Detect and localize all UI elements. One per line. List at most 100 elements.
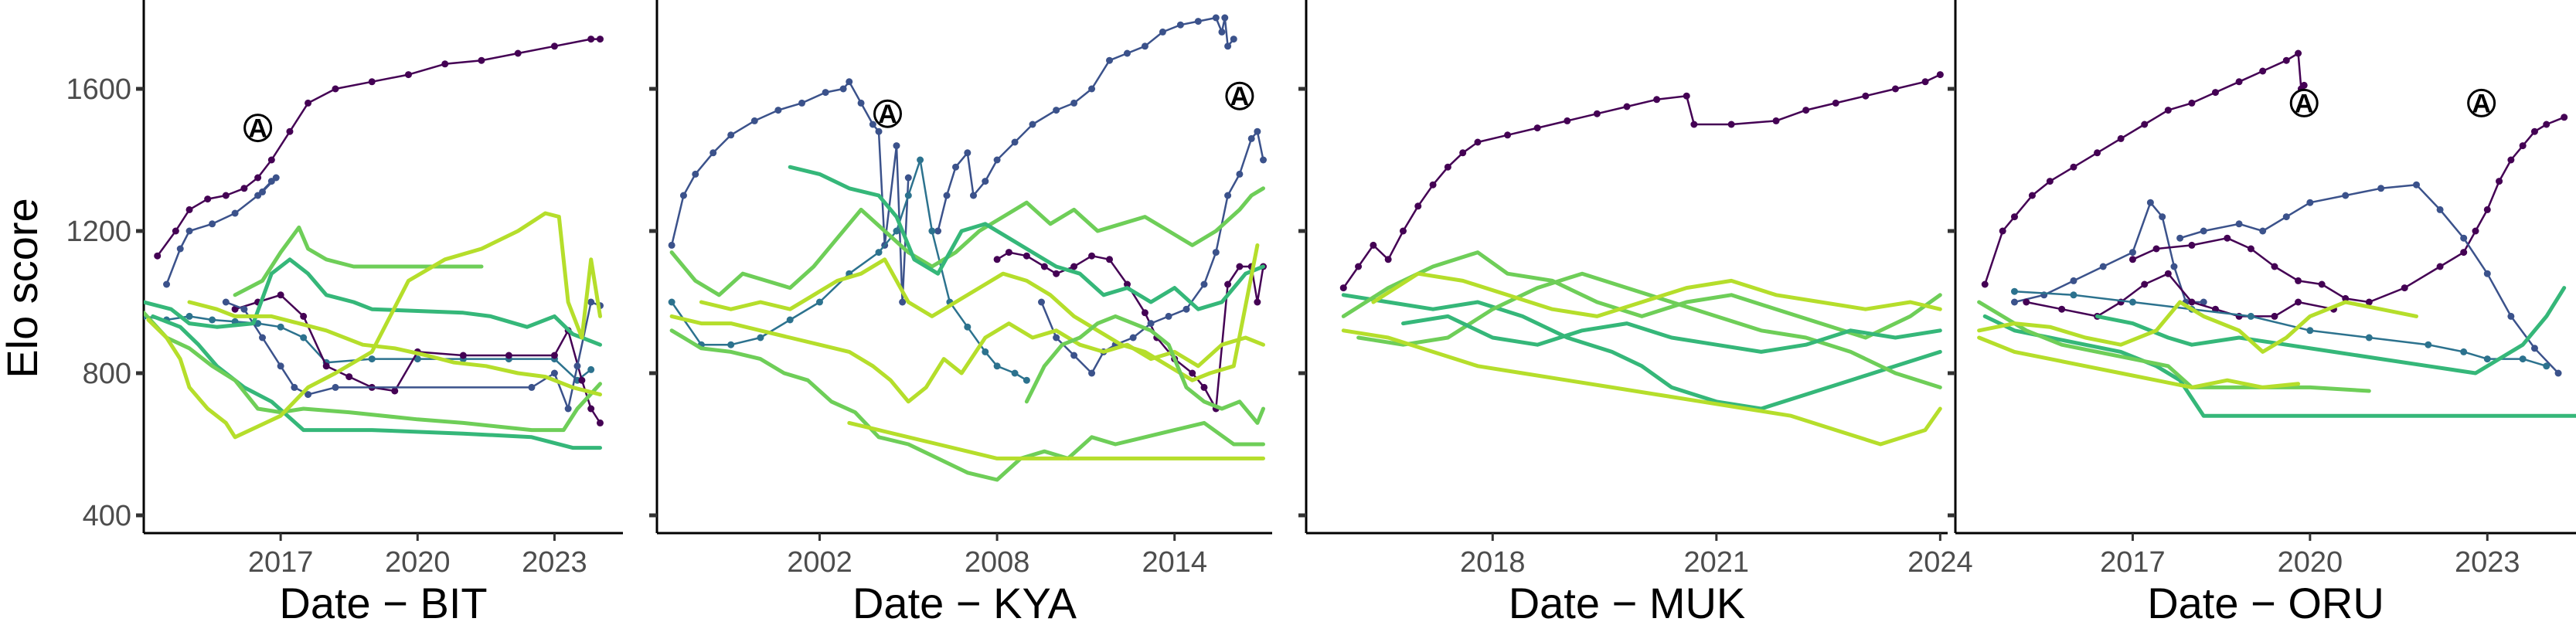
series-point [404, 71, 412, 79]
series-point [172, 227, 179, 235]
series-point [2377, 185, 2385, 192]
series-line [1341, 250, 1942, 340]
series-point [2413, 181, 2421, 189]
series-point [1183, 305, 1190, 313]
series-point [1355, 263, 1363, 270]
series-point [904, 174, 912, 182]
y-tick-label: 1600 [66, 73, 131, 106]
series-point [2300, 81, 2308, 89]
panel-2: 2002 2008 2014 Date − KYA A A [649, 0, 1272, 627]
series-point [1772, 117, 1780, 124]
series-point [934, 227, 942, 235]
series-point [596, 36, 604, 43]
series-point [1070, 263, 1078, 270]
series-point [2070, 291, 2077, 299]
series-point [904, 192, 912, 199]
series-point [2058, 305, 2066, 313]
series-point [1862, 92, 1870, 100]
series-point [1247, 134, 1255, 142]
alpha-badge-circle [2467, 88, 2496, 117]
series-point [1623, 103, 1631, 110]
series-point [1129, 334, 1137, 341]
series-point [254, 174, 262, 182]
series-point [798, 99, 806, 107]
series-point [1832, 99, 1839, 107]
series-line [146, 211, 602, 440]
series-point [2164, 270, 2172, 277]
series-point [259, 334, 267, 341]
x-tick-label: 2008 [965, 546, 1030, 579]
series-point [478, 56, 485, 64]
series-point [2152, 245, 2160, 253]
series-point [727, 131, 735, 139]
series-point [2365, 298, 2373, 306]
alpha-badge-label: A [878, 100, 897, 129]
series-point [2543, 121, 2550, 128]
series-line [699, 243, 1260, 382]
series-point [300, 312, 308, 320]
series-point [2235, 78, 2243, 86]
alpha-badge-label: A [2295, 89, 2314, 118]
series-point [2425, 341, 2432, 348]
x-tick-label: 2014 [1142, 546, 1207, 579]
y-tick-label: 800 [83, 358, 131, 390]
series-point [2530, 345, 2538, 352]
series-point [2519, 142, 2527, 150]
series-point [2070, 163, 2077, 171]
series-point [2141, 121, 2149, 128]
series-point [1023, 376, 1030, 384]
series-point [1005, 249, 1012, 257]
series-point [596, 419, 604, 426]
series-point [1141, 42, 1148, 50]
x-tick-label: 2018 [1460, 546, 1526, 579]
series-point [1891, 85, 1899, 93]
panel-4: 2017 2020 2023 Date − ORU A A [1948, 0, 2576, 627]
x-tick-label: 2024 [1907, 546, 1973, 579]
alpha-series-line [670, 80, 910, 304]
series-point [2561, 114, 2568, 121]
series-point [1254, 127, 1261, 135]
series-point [2271, 263, 2278, 270]
series-point [2507, 312, 2515, 320]
series-line [669, 328, 1265, 482]
series-point [2365, 334, 2373, 341]
series-point [1053, 107, 1060, 114]
series-point [277, 362, 284, 370]
series-point [757, 334, 764, 341]
series-point [1159, 28, 1166, 36]
series-point [1459, 149, 1467, 157]
series-group [1977, 49, 2576, 418]
series-point [254, 320, 262, 328]
series-point [869, 121, 876, 128]
series-point [2117, 134, 2125, 142]
x-tick-label: 2002 [787, 546, 852, 579]
series-point [2023, 298, 2030, 306]
series-point [2543, 362, 2550, 370]
series-point [1070, 99, 1078, 107]
y-tick-label: 400 [83, 500, 131, 532]
series-point [2460, 348, 2468, 355]
series-point [259, 188, 267, 195]
series-point [209, 316, 216, 324]
x-tick-label: 2017 [248, 546, 314, 579]
series-point [1053, 270, 1060, 277]
series-point [1011, 138, 1019, 146]
series-point [899, 298, 907, 306]
series-group [668, 14, 1268, 482]
series-point [2282, 56, 2290, 64]
series-point [2247, 245, 2254, 253]
series-point [2472, 227, 2479, 235]
series-point [1236, 170, 1244, 178]
series-point [286, 127, 294, 135]
series-point [2483, 270, 2491, 277]
series-point [2170, 263, 2178, 270]
series-point [1038, 298, 1045, 306]
series-point [943, 192, 951, 199]
series-point [692, 170, 699, 178]
x-tick-label: 2020 [2278, 546, 2343, 579]
series-point [2146, 199, 2154, 206]
series-line [1356, 271, 1942, 389]
series-line [233, 225, 484, 297]
series-point [2483, 355, 2491, 363]
